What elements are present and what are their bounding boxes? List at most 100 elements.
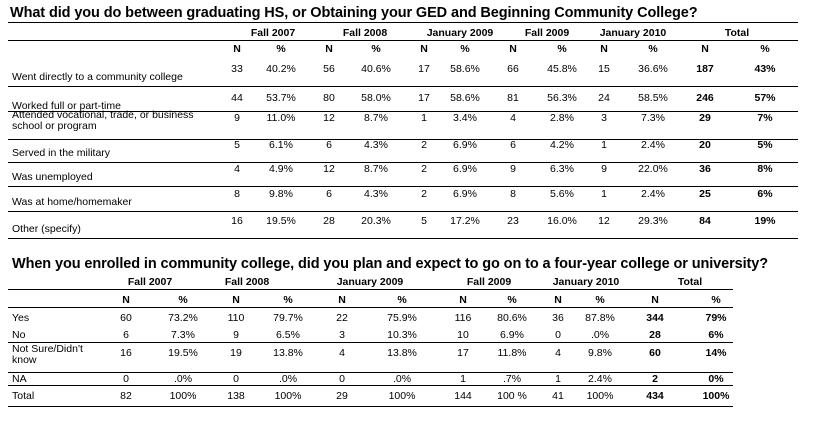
n-cell: 344 (646, 312, 664, 324)
row-label: Served in the military (12, 147, 111, 159)
pct-cell: 20.3% (361, 215, 391, 227)
pct-cell: 9.8% (269, 188, 293, 200)
pct-cell: .0% (278, 373, 298, 385)
n-header: N (325, 43, 333, 55)
pct-cell: 4.2% (550, 139, 574, 151)
pct-header: % (276, 43, 286, 55)
pct-cell: 43% (754, 63, 776, 75)
n-cell: 4 (339, 347, 345, 359)
pct-cell: 2.4% (641, 188, 665, 200)
pct-cell: 6.9% (453, 163, 477, 175)
pct-cell: .0% (392, 373, 412, 385)
n-cell: 1 (421, 112, 427, 124)
pct-cell: 13.8% (273, 347, 303, 359)
pct-cell: 58.6% (450, 92, 480, 104)
divider (8, 385, 733, 386)
row-label: Total (12, 390, 35, 402)
row-label: school or program (12, 120, 97, 132)
pct-cell: 75.9% (387, 312, 417, 324)
n-cell: 0 (339, 373, 345, 385)
n-cell: 56 (323, 63, 335, 75)
pct-header: % (283, 294, 293, 306)
n-header: N (701, 43, 709, 55)
n-cell: 0 (233, 373, 239, 385)
n-cell: 81 (507, 92, 519, 104)
n-header: N (600, 43, 608, 55)
n-cell: 44 (231, 92, 243, 104)
pct-cell: 6.5% (276, 329, 300, 341)
n-header: N (420, 43, 428, 55)
divider (8, 86, 798, 87)
pct-cell: 2.4% (641, 139, 665, 151)
pct-cell: 5.6% (550, 188, 574, 200)
row-label: Was unemployed (12, 171, 93, 183)
n-cell: 15 (598, 63, 610, 75)
row-label: Worked full or part-time (12, 100, 121, 112)
n-cell: 2 (421, 188, 427, 200)
pct-cell: 58.0% (361, 92, 391, 104)
divider (8, 211, 798, 212)
pct-cell: 80.6% (497, 312, 527, 324)
pct-cell: 6.9% (453, 188, 477, 200)
n-cell: 1 (601, 188, 607, 200)
row-label: know (12, 354, 37, 366)
n-cell: 29 (336, 390, 348, 402)
n-cell: 6 (326, 139, 332, 151)
n-cell: 25 (699, 188, 711, 200)
n-cell: 1 (460, 373, 466, 385)
pct-header: % (460, 43, 470, 55)
n-cell: 6 (326, 188, 332, 200)
pct-cell: 100 % (497, 390, 527, 402)
n-cell: 138 (227, 390, 245, 402)
n-cell: 41 (552, 390, 564, 402)
pct-cell: 100% (274, 390, 302, 402)
period-header: Fall 2008 (224, 276, 270, 288)
pct-cell: 6.3% (550, 163, 574, 175)
pct-cell: 6.9% (500, 329, 524, 341)
period-header: January 2009 (336, 276, 404, 288)
divider (8, 22, 798, 23)
n-cell: 17 (418, 92, 430, 104)
n-header: N (509, 43, 517, 55)
pct-cell: 100% (388, 390, 416, 402)
pct-cell: 4.9% (269, 163, 293, 175)
row-label: Not Sure/Didn't (12, 343, 83, 355)
n-cell: 16 (120, 347, 132, 359)
n-cell: 28 (649, 329, 661, 341)
n-cell: 9 (233, 329, 239, 341)
n-cell: 84 (699, 215, 711, 227)
row-label: Was at home/homemaker (12, 196, 132, 208)
n-cell: 36 (699, 163, 711, 175)
n-header: N (554, 294, 562, 306)
row-label: NA (12, 373, 27, 385)
pct-cell: 11.8% (497, 347, 527, 359)
pct-cell: 4.3% (364, 188, 388, 200)
n-cell: 60 (120, 312, 132, 324)
n-cell: 29 (699, 112, 711, 124)
divider (8, 307, 733, 308)
pct-cell: 53.7% (266, 92, 296, 104)
n-cell: 434 (646, 390, 664, 402)
period-header: Fall 2008 (342, 27, 388, 39)
total-header: Total (724, 27, 750, 39)
n-cell: 2 (652, 373, 658, 385)
pct-cell: 22.0% (638, 163, 668, 175)
pct-cell: 6% (757, 188, 773, 200)
n-cell: 116 (454, 312, 472, 324)
n-cell: 33 (231, 63, 243, 75)
pct-cell: 57% (754, 92, 776, 104)
table-title: What did you do between graduating HS, o… (10, 5, 698, 21)
pct-cell: 8.7% (364, 112, 388, 124)
n-header: N (233, 43, 241, 55)
pct-cell: 56.3% (547, 92, 577, 104)
pct-header: % (711, 294, 721, 306)
period-header: Fall 2009 (466, 276, 512, 288)
n-cell: 2 (421, 139, 427, 151)
n-cell: 4 (510, 112, 516, 124)
pct-cell: 7.3% (171, 329, 195, 341)
n-cell: 187 (696, 63, 714, 75)
pct-cell: 19.5% (266, 215, 296, 227)
pct-header: % (178, 294, 188, 306)
pct-cell: 58.5% (638, 92, 668, 104)
pct-cell: 5% (757, 139, 773, 151)
